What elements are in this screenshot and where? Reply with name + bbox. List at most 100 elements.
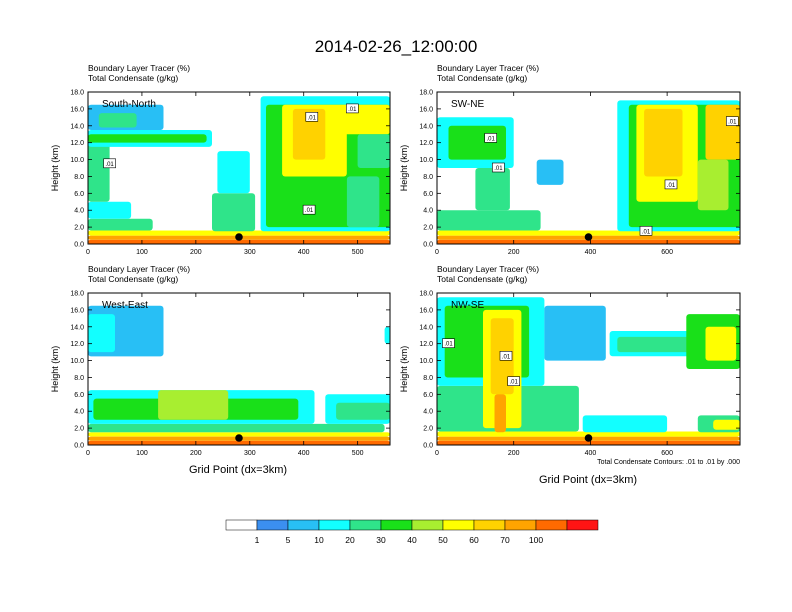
y-tick-label: 6.0 (423, 392, 433, 399)
x-tick-label: 0 (86, 249, 90, 256)
x-tick-label: 400 (585, 450, 597, 457)
heatmap-cell (475, 168, 510, 211)
y-tick-label: 12.0 (419, 341, 433, 348)
y-tick-label: 6.0 (74, 392, 84, 399)
heatmap-cell (544, 305, 606, 361)
figure-title: 2014-02-26_12:00:00 (315, 37, 478, 56)
heatmap-cell (437, 210, 541, 231)
heatmap-cell (217, 151, 250, 194)
y-tick-label: 16.0 (70, 307, 84, 314)
y-tick-label: 0.0 (423, 443, 433, 450)
y-tick-label: 14.0 (70, 123, 84, 130)
y-tick-label: 16.0 (70, 106, 84, 113)
heatmap-cell (212, 193, 256, 232)
colorbar-swatch (349, 519, 382, 531)
y-tick-label: 8.0 (74, 174, 84, 181)
heatmap-cell (88, 239, 390, 244)
heatmap-cell (448, 125, 506, 160)
panel-header-tracer: Boundary Layer Tracer (%) (437, 264, 539, 274)
contour-label: .01 (302, 204, 316, 215)
y-tick-label: 18.0 (419, 291, 433, 298)
x-tick-label: 600 (661, 450, 673, 457)
location-marker (584, 233, 593, 241)
x-tick-label: 500 (352, 249, 364, 256)
y-tick-label: 4.0 (74, 208, 84, 215)
y-tick-label: 14.0 (419, 324, 433, 331)
y-tick-label: 18.0 (419, 90, 433, 97)
svg-text:.01: .01 (348, 107, 357, 113)
contour-label: .01 (103, 158, 116, 169)
heatmap-cell (384, 326, 390, 344)
y-axis-label: Height (km) (50, 145, 60, 192)
y-tick-label: 8.0 (74, 375, 84, 382)
y-tick-label: 0.0 (423, 242, 433, 249)
colorbar-label: 10 (314, 535, 324, 545)
plot-frame (436, 91, 741, 245)
y-tick-label: 14.0 (70, 324, 84, 331)
y-axis-label: Height (km) (399, 145, 409, 192)
panel-label: South-North (102, 99, 156, 110)
x-tick-label: 600 (661, 249, 673, 256)
x-tick-label: 300 (244, 249, 256, 256)
x-tick-label: 100 (136, 450, 148, 457)
panel-header-condensate: Total Condensate (g/kg) (88, 73, 178, 83)
heatmap-cell (536, 159, 564, 185)
y-axis-label: Height (km) (399, 346, 409, 393)
colorbar-swatch (566, 519, 599, 531)
panel-1: Boundary Layer Tracer (%)Total Condensat… (50, 63, 391, 256)
x-tick-label: 200 (190, 249, 202, 256)
heatmap-cell (437, 230, 740, 236)
colorbar: 1 5 10 20 30 40 50 60 70 100 (225, 519, 599, 545)
plot-frame (87, 91, 391, 245)
x-tick-label: 300 (244, 450, 256, 457)
contour-note: Total Condensate Contours: .01 to .01 by… (597, 459, 740, 466)
colorbar-label: 30 (376, 535, 386, 545)
heatmap-cell (582, 415, 668, 433)
y-tick-label: 18.0 (70, 291, 84, 298)
y-tick-label: 18.0 (70, 90, 84, 97)
contour-label: .01 (664, 179, 678, 190)
y-tick-label: 12.0 (419, 140, 433, 147)
heatmap-cell (437, 239, 740, 244)
svg-text:.01: .01 (642, 229, 651, 235)
colorbar-swatch (287, 519, 320, 531)
svg-text:.01: .01 (728, 120, 737, 126)
heatmap-cell (346, 176, 380, 228)
x-axis-label-right: Grid Point (dx=3km) (539, 474, 637, 486)
panel-label: NW-SE (451, 300, 484, 311)
x-axis-label-left: Grid Point (dx=3km) (189, 464, 287, 476)
y-tick-label: 2.0 (74, 426, 84, 433)
heatmap-cell (88, 201, 132, 219)
x-tick-label: 400 (298, 450, 310, 457)
y-tick-label: 10.0 (419, 157, 433, 164)
heatmap-cell (336, 402, 390, 420)
location-marker (235, 434, 243, 442)
panel-2: Boundary Layer Tracer (%)Total Condensat… (399, 63, 741, 256)
y-tick-label: 4.0 (74, 409, 84, 416)
heatmap-cells (437, 100, 740, 244)
panel-4: Boundary Layer Tracer (%)Total Condensat… (399, 264, 741, 457)
plot-frame (87, 292, 391, 446)
heatmap-cell (357, 134, 390, 168)
y-tick-label: 14.0 (419, 123, 433, 130)
svg-text:.01: .01 (667, 183, 676, 189)
colorbar-swatch (318, 519, 351, 531)
y-tick-label: 2.0 (423, 225, 433, 232)
heatmap-cell (88, 134, 207, 143)
svg-text:.01: .01 (105, 162, 114, 168)
colorbar-swatch (442, 519, 475, 531)
colorbar-label: 60 (469, 535, 479, 545)
panel-header-tracer: Boundary Layer Tracer (%) (88, 264, 190, 274)
y-tick-label: 2.0 (74, 225, 84, 232)
heatmap-cell (158, 390, 229, 420)
colorbar-label: 20 (345, 535, 355, 545)
y-tick-label: 12.0 (70, 140, 84, 147)
colorbar-label: 1 (255, 535, 260, 545)
heatmap-cell (713, 419, 740, 430)
heatmap-cell (437, 431, 740, 437)
svg-text:.01: .01 (305, 208, 314, 214)
heatmap-cell (705, 326, 737, 361)
svg-text:.01: .01 (308, 115, 317, 121)
y-tick-label: 16.0 (419, 307, 433, 314)
